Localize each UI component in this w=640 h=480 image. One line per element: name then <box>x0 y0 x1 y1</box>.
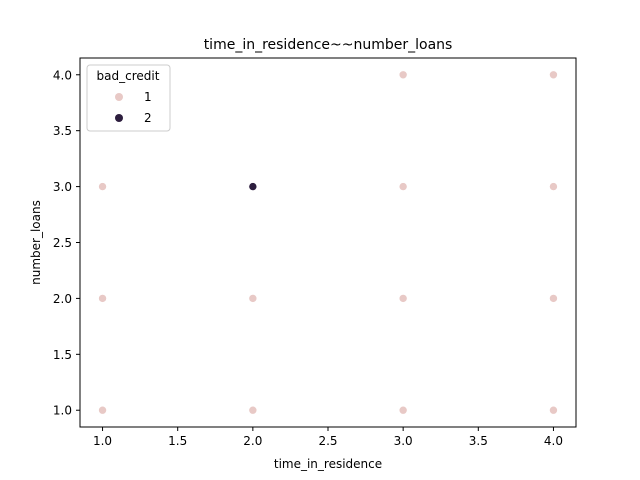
x-tick-label: 1.5 <box>168 434 187 448</box>
x-axis-label: time_in_residence <box>274 457 382 471</box>
x-tick-label: 3.5 <box>469 434 488 448</box>
x-tick-label: 1.0 <box>93 434 112 448</box>
y-tick-label: 3.5 <box>53 124 72 138</box>
legend-marker-1 <box>115 93 123 101</box>
x-tick-label: 3.0 <box>394 434 413 448</box>
data-points <box>98 70 558 415</box>
scatter-point-series-1 <box>398 294 408 303</box>
scatter-point-series-1 <box>549 182 558 191</box>
scatter-point-series-1 <box>248 405 258 415</box>
scatter-point-series-1 <box>398 70 408 80</box>
y-tick-label: 2.0 <box>53 292 72 306</box>
y-tick-label: 1.5 <box>53 348 72 362</box>
scatter-point-series-1 <box>248 294 258 303</box>
x-tick-label: 4.0 <box>544 434 563 448</box>
legend-label-2: 2 <box>144 111 152 125</box>
x-axis: 1.0 1.5 2.0 2.5 3.0 3.5 4.0 <box>93 427 563 448</box>
legend-box <box>86 64 171 132</box>
y-axis-label: number_loans <box>29 200 43 285</box>
legend-label-1: 1 <box>144 90 152 104</box>
x-tick-label: 2.0 <box>243 434 262 448</box>
chart-title: time_in_residence~~number_loans <box>204 37 453 53</box>
y-tick-label: 3.0 <box>53 180 72 194</box>
scatter-point-series-1 <box>549 294 558 303</box>
scatter-point-series-1 <box>98 405 107 415</box>
scatter-point-series-1 <box>98 182 107 191</box>
scatter-point-series-1 <box>398 182 408 191</box>
x-tick-label: 2.5 <box>318 434 337 448</box>
scatter-point-series-1 <box>549 405 558 415</box>
scatter-point-series-1 <box>98 294 107 303</box>
scatter-point-series-1 <box>549 70 558 80</box>
y-tick-label: 4.0 <box>53 68 72 82</box>
scatter-point-series-1 <box>398 405 408 415</box>
scatter-point-series-2 <box>248 182 258 191</box>
legend: bad_credit 1 2 <box>86 64 171 132</box>
y-axis: 1.0 1.5 2.0 2.5 3.0 3.5 4.0 <box>53 68 80 418</box>
y-tick-label: 1.0 <box>53 404 72 418</box>
y-tick-label: 2.5 <box>53 236 72 250</box>
legend-marker-2 <box>115 114 123 122</box>
legend-title: bad_credit <box>97 69 160 83</box>
